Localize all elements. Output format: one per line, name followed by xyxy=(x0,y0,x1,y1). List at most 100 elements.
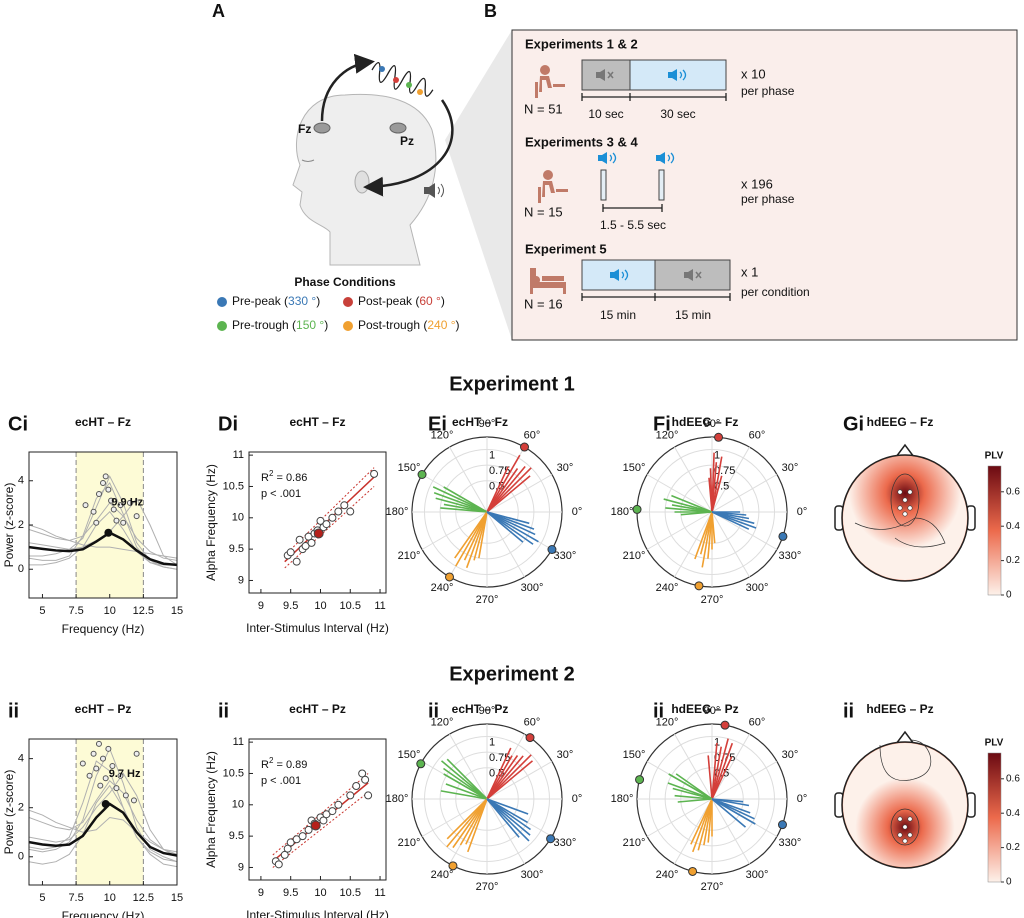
point xyxy=(334,507,343,516)
electrode xyxy=(897,489,903,495)
duration: 15 min xyxy=(675,308,711,322)
phase-vector xyxy=(674,794,713,800)
target-phase xyxy=(416,759,426,769)
axes-box xyxy=(248,738,387,881)
legend-dot xyxy=(217,321,227,331)
point xyxy=(346,507,355,516)
mean-point xyxy=(313,528,324,539)
sound-block xyxy=(629,59,727,91)
colorbar-tick-label: 0.6 xyxy=(1006,773,1020,784)
target-phase xyxy=(525,733,535,743)
duration: 1.5 - 5.5 sec xyxy=(600,218,666,232)
phase-vector xyxy=(672,787,713,800)
angle-label: 60° xyxy=(749,717,766,729)
panel-label: Di xyxy=(218,413,238,435)
radius-grid xyxy=(439,751,535,847)
phase-vector xyxy=(486,454,521,513)
ear xyxy=(354,170,370,194)
angle-label: 210° xyxy=(623,550,646,562)
point xyxy=(346,791,355,800)
icon-part xyxy=(621,269,629,281)
angle-label: 90° xyxy=(704,705,721,717)
angle-label: 270° xyxy=(701,594,724,606)
phase-vector xyxy=(711,511,716,544)
alpha-band xyxy=(76,739,144,885)
phase-vector xyxy=(707,755,713,800)
phase-vector xyxy=(692,798,713,853)
phase-vector xyxy=(671,494,713,513)
radius-grid xyxy=(455,767,519,831)
radius-grid xyxy=(439,464,535,560)
colorbar xyxy=(987,465,1002,596)
icon-part xyxy=(602,152,607,164)
legend-text: 60 ° xyxy=(419,294,441,308)
point xyxy=(364,791,373,800)
phase-vector xyxy=(680,511,713,516)
legend-entry: Pre-peak (330 °) xyxy=(232,294,320,308)
point xyxy=(361,775,370,784)
radius-grid xyxy=(424,449,550,575)
phase-vector xyxy=(433,492,488,513)
axes-box xyxy=(28,738,178,886)
legend-text: Pre-peak ( xyxy=(232,294,288,308)
x-tick-label: 9.5 xyxy=(283,887,298,899)
point xyxy=(274,860,283,869)
legend-text: Post-peak ( xyxy=(358,294,419,308)
angle-label: 330° xyxy=(779,550,802,562)
legend-dot xyxy=(343,297,353,307)
y-tick-label: 4 xyxy=(18,475,24,487)
x-tick-label: 9 xyxy=(258,887,264,899)
contour xyxy=(879,739,932,781)
x-tick-label: 9 xyxy=(258,600,264,612)
silence-block xyxy=(581,59,631,91)
bed-icon xyxy=(530,268,566,294)
phase-vector xyxy=(446,798,488,840)
phase-dot xyxy=(379,66,385,72)
phase-vector xyxy=(701,511,713,568)
chart-title: ecHT – Pz xyxy=(75,702,132,716)
r-squared-part: = 0.89 xyxy=(273,759,307,771)
plot-area xyxy=(29,473,177,570)
phase-vector xyxy=(711,738,729,800)
icon-part xyxy=(668,72,672,78)
chart-title: hdEEG – Fz xyxy=(867,415,934,429)
x-tick-label: 11 xyxy=(374,887,385,899)
icon-part xyxy=(667,152,675,164)
chart-title: ecHT – Fz xyxy=(289,415,345,429)
angle-label: 330° xyxy=(779,837,802,849)
x-tick-label: 12.5 xyxy=(133,605,154,617)
icon-part xyxy=(607,71,614,79)
angle-label: 150° xyxy=(623,462,646,474)
panel-label: B xyxy=(484,1,497,21)
chart-title: hdEEG – Pz xyxy=(866,702,933,716)
panel-a: A Fz Pz Phase Conditions xyxy=(212,1,512,340)
angle-label: 90° xyxy=(479,418,496,430)
target-phase xyxy=(546,834,556,844)
subject-peak xyxy=(130,797,137,804)
angle-label: 90° xyxy=(704,418,721,430)
angle-label: 60° xyxy=(749,430,766,442)
point xyxy=(307,538,316,547)
subject-peak xyxy=(117,502,124,509)
icon-part xyxy=(656,155,660,161)
chart-title: ecHT – Fz xyxy=(75,415,131,429)
speaker-icon xyxy=(668,69,687,81)
repeat-unit: per phase xyxy=(741,84,795,98)
subject-peak xyxy=(105,486,112,493)
subject-peak xyxy=(90,508,97,515)
x-tick-label: 9.5 xyxy=(283,600,298,612)
subject-peak xyxy=(93,519,100,526)
x-tick-label: 12.5 xyxy=(133,892,154,904)
electrode xyxy=(902,497,908,503)
phase-vector xyxy=(486,467,532,513)
icon-part xyxy=(538,181,568,203)
point xyxy=(304,825,313,834)
point xyxy=(295,535,304,544)
repeat: x 10 xyxy=(741,66,766,81)
x-tick-label: 10 xyxy=(314,887,326,899)
r-squared-part: R xyxy=(261,472,269,484)
angle-label: 150° xyxy=(398,462,421,474)
panel-label: ii xyxy=(843,700,854,722)
target-phase xyxy=(720,720,730,730)
